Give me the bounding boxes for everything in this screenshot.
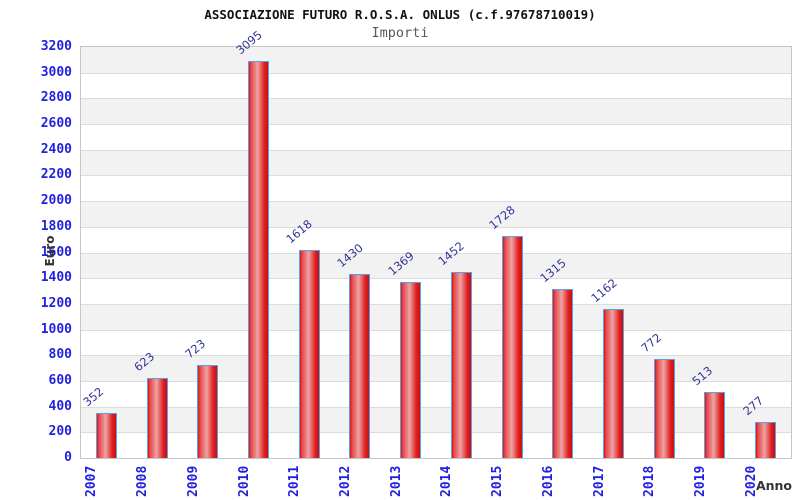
plot-area: 352 623 723 3095 1618 1430 1369 1452 1728 1315 116… [80,27,792,459]
x-tick-label: 2011 [287,465,303,497]
bar-2010 [248,60,269,458]
grid-line [81,226,791,228]
y-tick-label: 1000 [40,321,72,337]
bar-2018 [653,358,675,458]
bar-2014 [450,271,472,458]
bar-2013 [400,282,422,458]
plot-band [81,175,791,202]
x-tick-label: 2007 [84,465,100,497]
y-tick-label: 3000 [40,64,72,80]
bar-2016 [552,289,574,458]
chart-title: ASSOCIAZIONE FUTURO R.O.S.A. ONLUS (c.f.… [204,7,596,22]
x-tick-label: 2009 [185,465,201,497]
x-tick-label: 2016 [540,465,556,497]
plot-band [81,149,791,176]
plot-band [81,98,791,125]
grid-line [81,72,791,74]
y-tick-label: 3200 [40,39,72,54]
x-tick-label: 2012 [337,465,353,497]
plot-band [81,72,791,99]
x-tick-label: 2017 [591,465,607,497]
plot-band [81,303,791,330]
grid-line [81,124,791,126]
grid-line [81,432,791,434]
x-tick-label: 2015 [490,465,506,497]
x-tick-label: 2013 [388,465,404,497]
bar-2009 [197,365,219,458]
bar-2017 [603,308,624,458]
x-axis-title: Anno [755,478,792,493]
plot-band [81,201,791,227]
bar-2012 [349,274,371,458]
grid-line [81,329,791,331]
plot-band [81,226,791,253]
grid-line [81,175,791,177]
y-tick-label: 2200 [40,167,72,183]
bar-2019 [704,392,726,458]
bar-2020 [755,422,777,458]
grid-line [81,252,791,254]
grid-line [81,278,791,280]
bar-2015 [501,236,523,458]
grid-line [81,303,791,305]
chart-subtitle: Importi [371,25,429,41]
plot-band [81,432,791,458]
grid-line [81,380,791,382]
plot-band [81,252,791,279]
y-tick-label: 2400 [40,141,72,157]
y-tick-label: 1200 [40,295,72,311]
bar-2007 [95,412,117,458]
grid-line [81,406,791,408]
x-tick-label: 2019 [692,465,708,497]
grid-line [81,98,791,100]
y-tick-label: 600 [48,372,72,388]
grid-line [81,201,791,203]
plot-band [81,278,791,304]
y-tick-label: 1400 [40,270,72,286]
plot-band [81,355,791,381]
plot-band [81,406,791,433]
bar-2011 [298,250,320,458]
y-tick-label: 800 [48,347,72,363]
plot-band [81,329,791,356]
y-tick-label: 1600 [40,244,72,260]
x-tick-label: 2018 [642,465,658,497]
grid-line [81,149,791,151]
y-tick-label: 2600 [40,116,72,132]
x-tick-label: 2008 [135,465,151,497]
y-tick-label: 200 [48,424,72,440]
grid-line [81,355,791,357]
y-tick-label: 1800 [40,218,72,234]
y-tick-label: 2000 [40,193,72,209]
plot-band [81,124,791,150]
y-axis-title: Euro [43,235,57,267]
bar-2008 [146,377,168,458]
y-tick-label: 2800 [40,90,72,106]
y-tick-label: 400 [48,398,72,414]
x-tick-label: 2014 [439,465,455,497]
x-tick-label: 2010 [236,465,252,497]
plot-band [81,47,791,73]
plot-band [81,380,791,407]
y-tick-label: 0 [64,450,72,465]
